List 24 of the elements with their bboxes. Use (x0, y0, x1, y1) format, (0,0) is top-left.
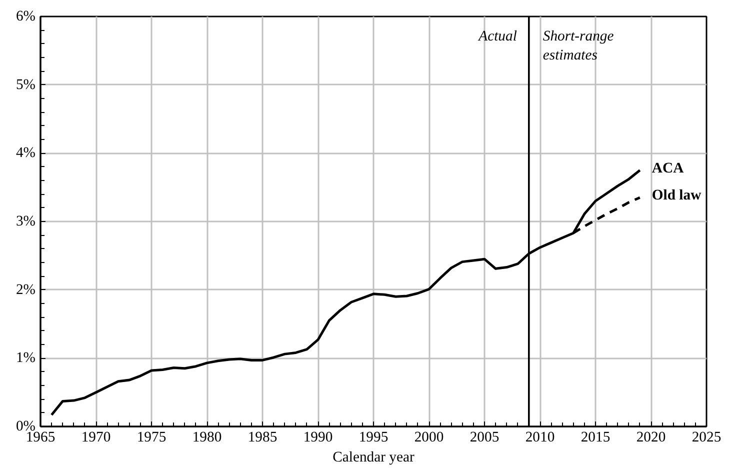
y-tick-label: 2% (16, 282, 36, 298)
x-tick-label: 1985 (248, 430, 278, 446)
y-tick-label: 5% (16, 76, 36, 93)
x-tick-label: 2005 (470, 430, 500, 446)
x-tick-label: 1965 (26, 430, 56, 446)
x-tick-label: 1970 (81, 430, 111, 446)
series-label: Old law (652, 188, 702, 204)
x-tick-label: 1990 (303, 430, 333, 446)
y-tick-label: 3% (16, 214, 36, 230)
x-tick-label: 2020 (636, 430, 666, 446)
annotation: Short-range estimates (542, 28, 614, 64)
x-axis-title: Calendar year (332, 450, 415, 466)
x-tick-label: 2010 (525, 430, 555, 446)
y-tick-label: 4% (16, 145, 36, 162)
series-label: ACA (652, 160, 684, 176)
x-tick-label: 2000 (414, 430, 444, 446)
x-tick-label: 1995 (358, 430, 388, 446)
annotation: Actual (478, 28, 517, 44)
x-tick-label: 2015 (580, 430, 610, 446)
y-tick-label: 6% (16, 8, 36, 24)
x-tick-label: 1975 (136, 430, 166, 446)
x-tick-label: 2025 (692, 430, 722, 446)
x-tick-label: 1980 (192, 430, 222, 446)
y-tick-label: 1% (16, 350, 36, 366)
